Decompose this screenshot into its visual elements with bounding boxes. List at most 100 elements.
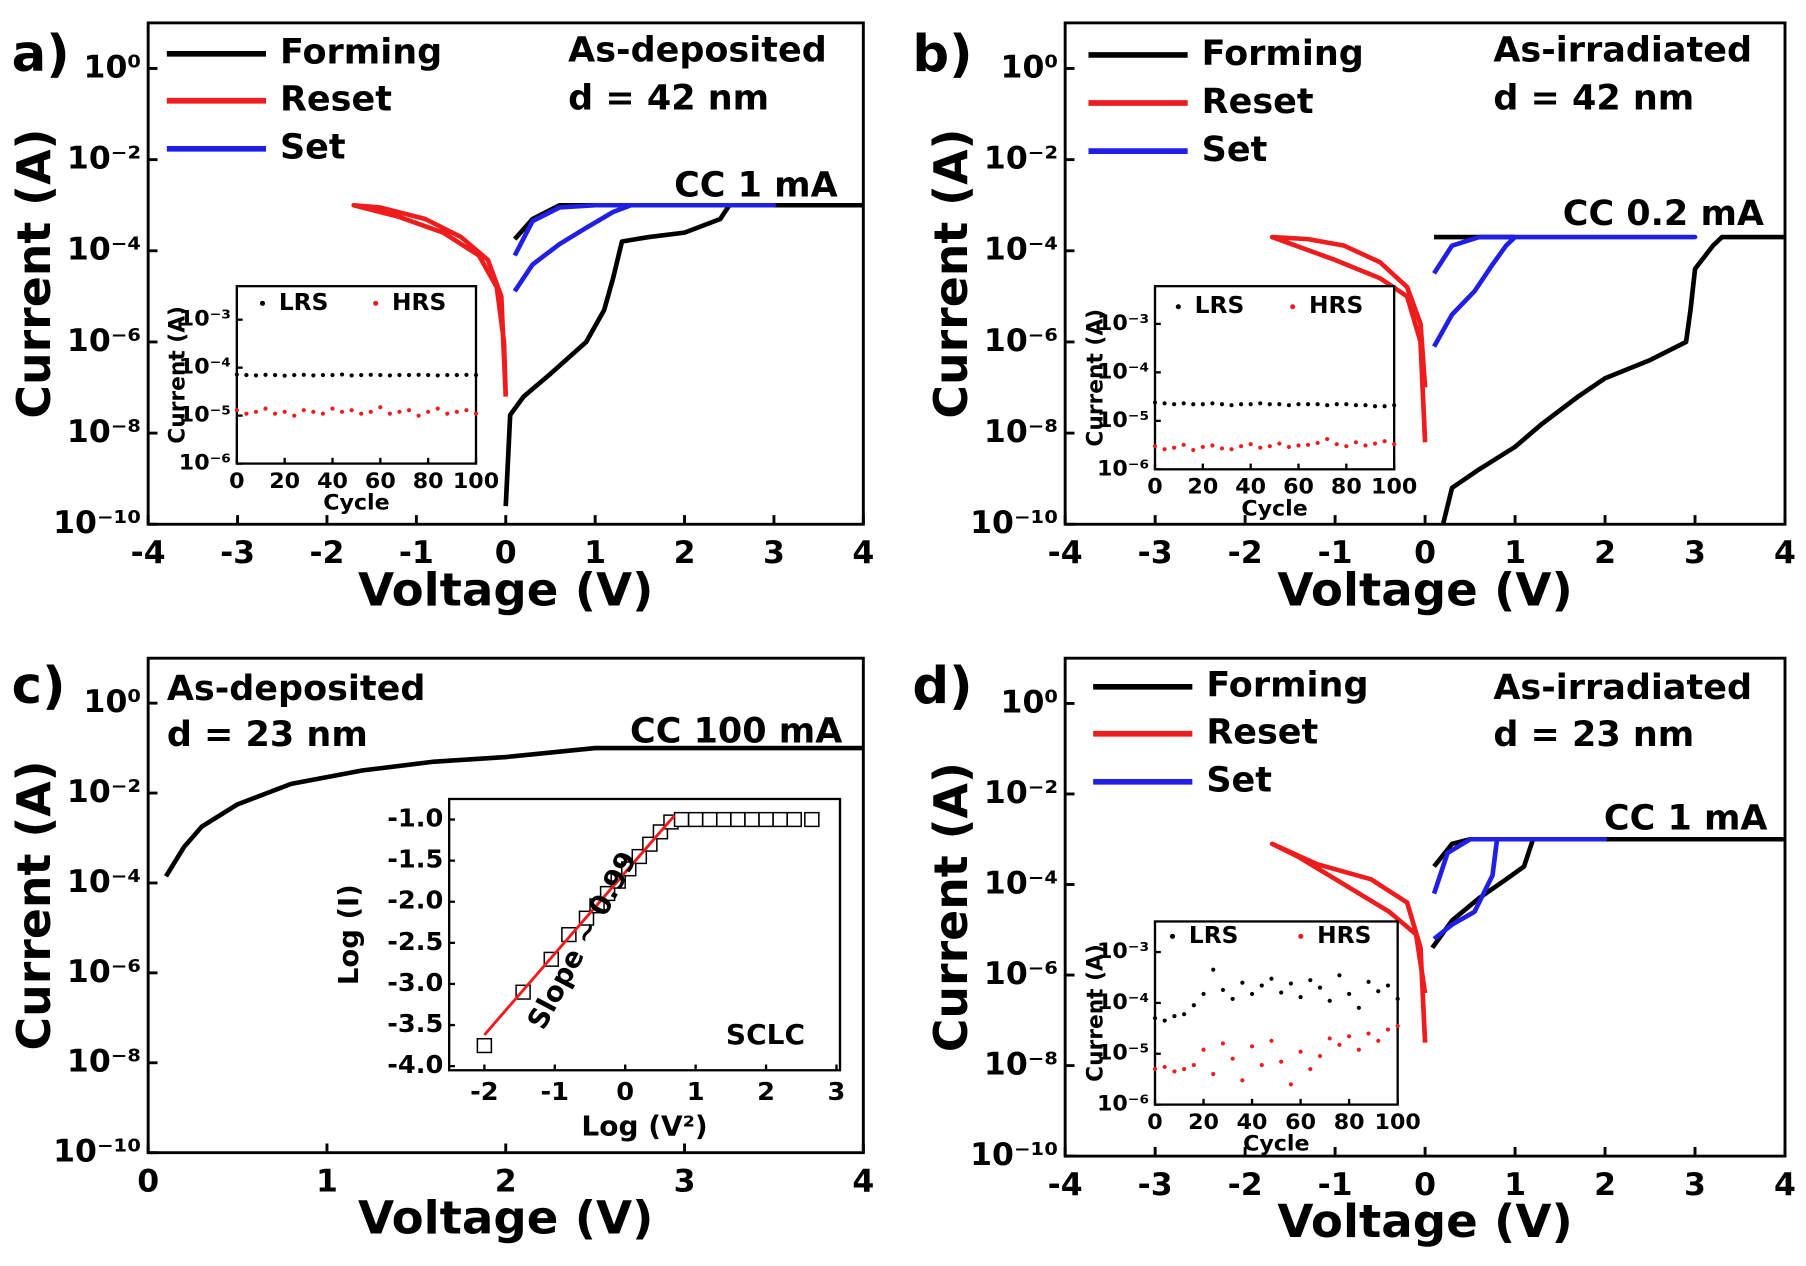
x-tick-label: -1 bbox=[399, 535, 434, 571]
point bbox=[1211, 1071, 1216, 1077]
point bbox=[1382, 404, 1387, 409]
y-tick-label: 10⁻⁴ bbox=[984, 232, 1058, 268]
point bbox=[772, 811, 788, 828]
x-axis-label: Voltage (V) bbox=[358, 1191, 653, 1244]
x-tick-label: 0 bbox=[1147, 475, 1162, 500]
x-tick-label: 4 bbox=[1774, 1167, 1796, 1203]
point bbox=[1200, 402, 1205, 407]
x-tick-label: 80 bbox=[1334, 1110, 1365, 1135]
point bbox=[1344, 444, 1349, 449]
x-tick-label: 2 bbox=[1594, 1167, 1616, 1203]
y-axis-label: Current (A) bbox=[924, 129, 979, 419]
point bbox=[1337, 973, 1342, 978]
point bbox=[1315, 440, 1320, 445]
point bbox=[359, 373, 364, 378]
point bbox=[1162, 1018, 1167, 1023]
point bbox=[1288, 1082, 1293, 1087]
x-tick-label: 80 bbox=[413, 469, 444, 494]
point bbox=[1344, 402, 1349, 407]
y-tick-label: 10⁻² bbox=[984, 141, 1058, 177]
point bbox=[1172, 445, 1177, 450]
annotation: CC 1 mA bbox=[1604, 799, 1768, 839]
inset-frame bbox=[1153, 920, 1399, 1106]
legend-label: LRS bbox=[1189, 923, 1239, 949]
point bbox=[368, 372, 373, 377]
x-tick-label: 0 bbox=[1147, 1110, 1162, 1135]
y-tick-label: 10⁻¹⁰ bbox=[53, 505, 141, 541]
annotation: d = 42 nm bbox=[568, 79, 769, 119]
point bbox=[1372, 404, 1378, 409]
point bbox=[1327, 998, 1332, 1003]
curve bbox=[1431, 836, 1608, 941]
point bbox=[1210, 401, 1215, 406]
point bbox=[292, 373, 297, 378]
point bbox=[330, 406, 335, 411]
point bbox=[1334, 442, 1339, 447]
x-tick-label: 1 bbox=[584, 535, 606, 571]
point bbox=[320, 373, 326, 378]
y-tick-label: 10⁻⁸ bbox=[67, 1044, 141, 1080]
point bbox=[687, 811, 704, 828]
point bbox=[406, 373, 412, 378]
y-tick-label: 10⁻¹⁰ bbox=[53, 1134, 141, 1170]
x-tick-label: 40 bbox=[1237, 1110, 1268, 1135]
point bbox=[1249, 1044, 1255, 1049]
x-tick-label: 60 bbox=[1283, 475, 1314, 500]
point bbox=[1347, 1034, 1352, 1039]
x-tick-label: 1 bbox=[1504, 535, 1526, 571]
point bbox=[1152, 1016, 1158, 1021]
y-tick-label: 10⁻² bbox=[67, 141, 141, 177]
y-tick-label: 10⁻⁴ bbox=[984, 866, 1058, 902]
point bbox=[1269, 1038, 1274, 1043]
legend-marker bbox=[1298, 933, 1304, 939]
point bbox=[1259, 983, 1264, 988]
legend-label: HRS bbox=[1309, 293, 1363, 319]
y-tick-label: -4.0 bbox=[387, 1049, 443, 1079]
point bbox=[1334, 402, 1339, 407]
y-tick-label: 10⁻⁸ bbox=[984, 1047, 1058, 1083]
point bbox=[234, 408, 239, 413]
point bbox=[1267, 444, 1272, 449]
point bbox=[1258, 445, 1263, 450]
x-tick-label: 1 bbox=[687, 1076, 705, 1106]
point bbox=[1211, 967, 1216, 972]
annotation: d = 23 nm bbox=[1493, 715, 1694, 755]
legend-marker bbox=[1290, 304, 1296, 310]
point bbox=[282, 373, 287, 378]
point bbox=[1277, 402, 1282, 407]
point bbox=[1229, 403, 1234, 408]
y-axis-label: Current (A) bbox=[7, 760, 62, 1050]
point bbox=[1353, 403, 1358, 408]
y-tick-label: 10⁻⁸ bbox=[67, 414, 141, 450]
point bbox=[1279, 1059, 1284, 1064]
curve bbox=[512, 202, 777, 293]
point bbox=[1220, 987, 1226, 992]
point bbox=[426, 409, 431, 414]
legend-marker bbox=[1175, 304, 1181, 310]
panel-label: d) bbox=[912, 656, 972, 714]
x-axis-label: Cycle bbox=[323, 491, 389, 516]
x-tick-label: 4 bbox=[852, 1164, 874, 1200]
point bbox=[1325, 403, 1330, 408]
y-tick-label: -3.0 bbox=[387, 967, 443, 997]
point bbox=[234, 372, 239, 377]
point bbox=[1230, 996, 1235, 1001]
point bbox=[273, 411, 278, 416]
y-tick-label: 10⁻⁴ bbox=[67, 864, 141, 900]
point bbox=[253, 409, 259, 414]
x-tick-label: 3 bbox=[1684, 535, 1706, 571]
x-tick-label: 3 bbox=[1684, 1167, 1706, 1203]
point bbox=[311, 409, 316, 414]
point bbox=[1315, 402, 1320, 407]
curve bbox=[351, 202, 509, 397]
point bbox=[1191, 402, 1196, 407]
point bbox=[804, 811, 820, 828]
point bbox=[1162, 447, 1167, 452]
x-tick-label: 80 bbox=[1331, 475, 1362, 500]
point bbox=[339, 372, 345, 377]
x-axis-label: Voltage (V) bbox=[358, 563, 653, 616]
point bbox=[1249, 991, 1255, 997]
point bbox=[244, 373, 249, 378]
